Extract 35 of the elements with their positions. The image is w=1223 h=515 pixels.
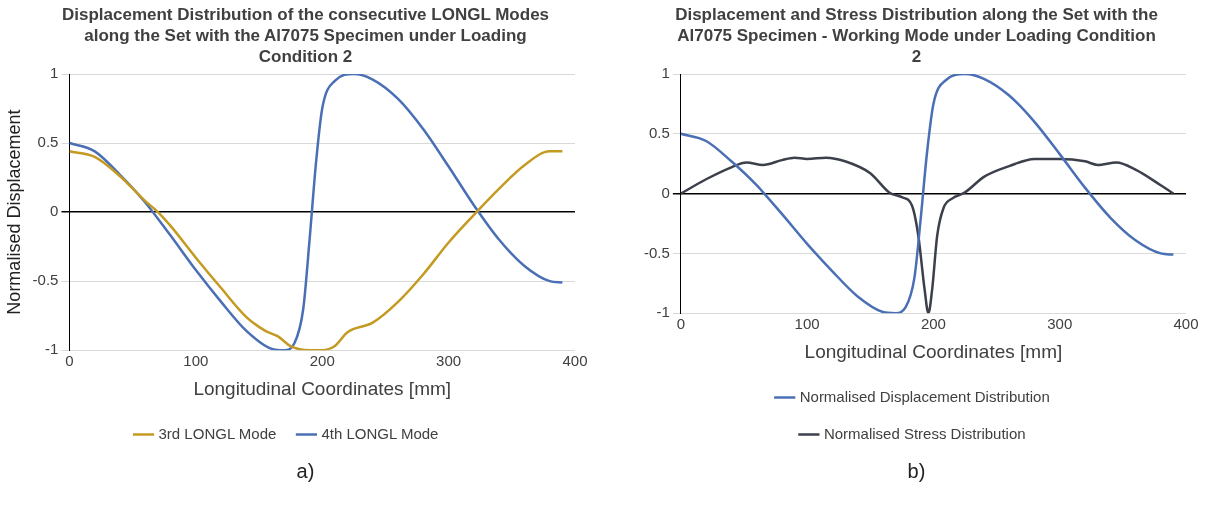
y-tick-label: -0.5 [643, 243, 670, 261]
chart-title: Displacement Distribution of the consecutive LONGL Modes along the Set with the Al7075 Specimen under Loading Condition 2 [60, 4, 551, 66]
x-tick-label: 0 [676, 315, 686, 333]
line-series [680, 74, 1175, 314]
x-tick-label: 300 [1047, 315, 1073, 333]
x-tick-label: 400 [562, 352, 588, 370]
legend-label: 4th LONGL Mode [321, 424, 439, 442]
legend-label: 3rd LONGL Mode [158, 424, 277, 442]
y-tick-label: -0.5 [32, 271, 59, 289]
line-series [680, 156, 1175, 314]
x-tick-label: 100 [183, 352, 209, 370]
x-axis-title: Longitudinal Coordinates [mm] [804, 340, 1063, 362]
y-tick-label: -1 [656, 303, 670, 321]
y-tick-label: 0 [661, 183, 670, 201]
text: b) [906, 460, 927, 483]
legend-label: Normalised Displacement Distribution [799, 387, 1050, 405]
x-axis-title: Longitudinal Coordinates [mm] [193, 377, 452, 399]
y-tick-label: 0 [50, 202, 59, 220]
line-series [69, 74, 564, 351]
x-tick-label: 400 [1173, 315, 1199, 333]
legend-label: Normalised Stress Distribution [823, 424, 1026, 442]
x-tick-label: 300 [436, 352, 462, 370]
y-tick-label: -1 [45, 340, 59, 358]
chart-title: Displacement and Stress Distribution along the Set with the Al7075 Specimen - Working Mode under Loading Condition 2 [674, 4, 1159, 66]
y-tick-label: 0.5 [37, 133, 59, 151]
y-axis-title: Normalised Displacement [3, 109, 24, 315]
y-tick-label: 0.5 [648, 123, 670, 141]
x-tick-label: 0 [65, 352, 74, 370]
line-series [69, 150, 564, 351]
text: a) [295, 460, 316, 483]
x-tick-label: 200 [309, 352, 335, 370]
x-tick-label: 200 [920, 315, 946, 333]
y-tick-label: 1 [50, 64, 59, 82]
y-tick-label: 1 [661, 64, 670, 82]
x-tick-label: 100 [794, 315, 820, 333]
